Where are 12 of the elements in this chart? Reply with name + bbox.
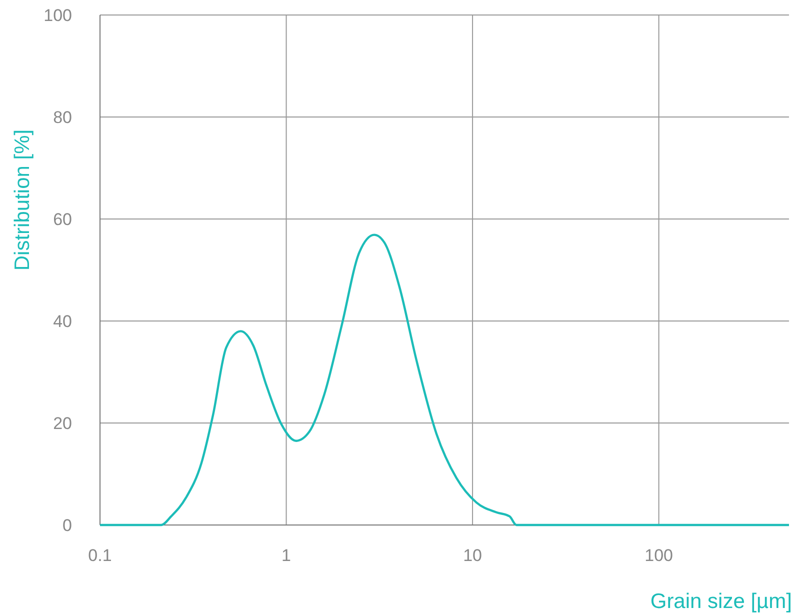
y-tick-label: 60	[53, 210, 72, 229]
x-tick-label: 0.1	[88, 546, 112, 565]
y-axis-title: Distribution [%]	[11, 129, 34, 271]
y-tick-label: 20	[53, 414, 72, 433]
x-tick-label: 10	[463, 546, 482, 565]
y-tick-label: 40	[53, 312, 72, 331]
x-tick-label: 100	[644, 546, 673, 565]
x-axis-title: Grain size [µm]	[650, 590, 792, 613]
y-tick-label: 0	[62, 516, 72, 535]
y-tick-label: 100	[44, 6, 72, 25]
x-tick-label: 1	[282, 546, 291, 565]
y-tick-label: 80	[53, 108, 72, 127]
